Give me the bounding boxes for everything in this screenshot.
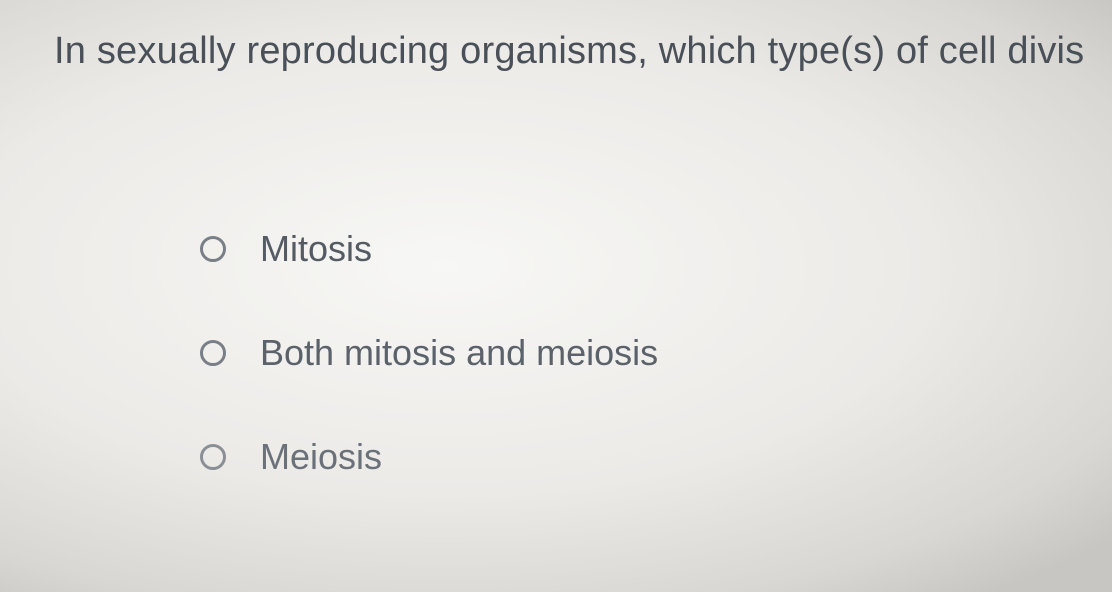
option-both[interactable]: Both mitosis and meiosis [200, 332, 658, 374]
radio-icon[interactable] [200, 444, 226, 470]
options-group: Mitosis Both mitosis and meiosis Meiosis [200, 228, 658, 478]
radio-icon[interactable] [200, 236, 226, 262]
option-label: Meiosis [260, 436, 382, 478]
option-mitosis[interactable]: Mitosis [200, 228, 658, 270]
radio-icon[interactable] [200, 340, 226, 366]
option-label: Mitosis [260, 228, 372, 270]
option-label: Both mitosis and meiosis [260, 332, 658, 374]
option-meiosis[interactable]: Meiosis [200, 436, 658, 478]
question-text: In sexually reproducing organisms, which… [54, 30, 1112, 73]
